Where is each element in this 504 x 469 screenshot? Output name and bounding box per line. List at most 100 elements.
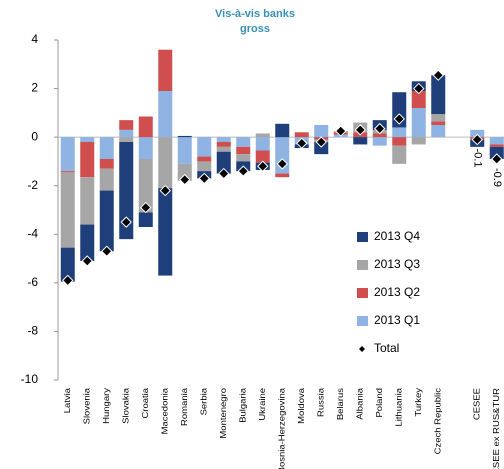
bar-segment xyxy=(60,171,75,173)
x-tick-label: Hungary xyxy=(102,387,111,423)
x-tick-label: Bulgaria xyxy=(238,388,247,423)
bar-segment xyxy=(177,135,192,138)
value-label-group: -0.9 xyxy=(491,168,503,187)
bar-segment xyxy=(99,168,114,191)
y-tick-label: -6 xyxy=(27,275,38,289)
x-label-group: Latvia xyxy=(63,388,72,413)
total-marker xyxy=(237,165,249,177)
bar-segment xyxy=(431,75,446,115)
total-marker xyxy=(179,173,191,186)
x-label-group: Bulgaria xyxy=(238,388,247,423)
legend-label: 2013 Q4 xyxy=(374,229,420,243)
bar-segment xyxy=(275,123,290,138)
bar-segment xyxy=(119,120,134,130)
chart-subtitle: gross xyxy=(240,23,270,35)
bar-segment xyxy=(99,159,114,169)
total-marker xyxy=(198,172,210,185)
bar-segment xyxy=(158,188,173,276)
total-marker xyxy=(471,133,483,146)
total-marker xyxy=(374,122,386,135)
x-label-group: Croatia xyxy=(141,388,150,419)
bar-segment xyxy=(80,224,95,261)
x-label-group: Hungary xyxy=(102,387,111,423)
y-tick-label: 4 xyxy=(31,32,38,46)
bar-segment xyxy=(216,137,231,142)
bar-segment xyxy=(80,177,95,225)
x-label-group: Serbia xyxy=(199,388,208,416)
bar-segment xyxy=(431,125,446,138)
bar-segment xyxy=(216,142,231,147)
bar-segment xyxy=(158,91,173,138)
total-marker xyxy=(159,184,171,197)
bar-segment xyxy=(138,212,153,227)
total-marker xyxy=(354,124,366,136)
total-marker xyxy=(62,274,74,287)
bar-segment xyxy=(99,190,114,252)
x-tick-label: Russia xyxy=(316,388,325,417)
bar-segment xyxy=(236,154,251,162)
x-label-group: Belarus xyxy=(336,387,345,420)
bar-segment xyxy=(236,146,251,155)
total-marker xyxy=(81,255,93,267)
bar-segment xyxy=(119,137,134,142)
x-label-group: Montenegro xyxy=(219,388,228,439)
bar-segment xyxy=(60,172,75,248)
legend-label: 2013 Q2 xyxy=(374,285,420,299)
bar-segment xyxy=(353,137,368,145)
y-tick-label: 0 xyxy=(31,129,38,143)
bar-segment xyxy=(60,247,75,282)
x-tick-label: Belarus xyxy=(336,387,345,420)
legend-label: 2013 Q3 xyxy=(374,257,420,271)
x-label-group: CESEE xyxy=(472,388,481,420)
total-marker xyxy=(257,160,269,172)
bar-segment xyxy=(411,91,426,108)
value-label: -0.1 xyxy=(471,149,483,168)
bar-segment xyxy=(216,146,231,152)
x-tick-label: Lithuania xyxy=(394,388,403,427)
x-tick-label: CESEE ex RUS&TUR xyxy=(492,388,501,469)
bar-segment xyxy=(489,144,504,147)
total-marker xyxy=(276,158,288,170)
bar-segment xyxy=(314,142,329,155)
bar-segment xyxy=(60,137,75,172)
x-tick-label: Romania xyxy=(180,388,189,426)
chart-title: Vis-à-vis banks xyxy=(215,8,295,20)
bar-segment xyxy=(392,145,407,164)
x-label-group: Albania xyxy=(355,388,364,420)
bar-segment xyxy=(431,121,446,125)
bar-segment xyxy=(255,133,270,138)
legend-swatch xyxy=(357,316,368,326)
bar-segment xyxy=(197,156,212,162)
x-label-group: Romania xyxy=(180,388,189,426)
x-label-group: Lithuania xyxy=(394,388,403,427)
bar-segment xyxy=(138,116,153,138)
x-label-group: Slovenia xyxy=(82,388,91,424)
x-label-group: CESEE ex RUS&TUR xyxy=(492,388,501,469)
bar-segment xyxy=(177,163,192,181)
total-marker xyxy=(393,113,405,125)
bar-segment xyxy=(372,133,387,138)
total-marker xyxy=(101,245,113,257)
bar-segment xyxy=(392,137,407,146)
total-marker xyxy=(335,125,347,137)
total-marker xyxy=(491,153,503,165)
x-tick-label: Ukraine xyxy=(258,388,267,421)
x-label-group: Moldova xyxy=(297,388,306,424)
legend-swatch xyxy=(357,260,368,270)
bar-segment xyxy=(158,137,173,189)
total-marker xyxy=(140,201,152,214)
bar-segment xyxy=(158,49,173,91)
total-marker xyxy=(296,137,308,149)
x-tick-label: Serbia xyxy=(199,388,208,416)
x-label-group: Ukraine xyxy=(258,388,267,421)
x-tick-label: Turkey xyxy=(414,387,423,416)
bar-segment xyxy=(80,137,95,142)
y-tick-label: 2 xyxy=(31,81,38,95)
x-tick-label: Slovakia xyxy=(121,388,130,424)
total-marker xyxy=(218,167,230,180)
total-marker xyxy=(432,69,444,81)
y-tick-label: -8 xyxy=(27,324,38,338)
bar-segment xyxy=(138,137,153,159)
y-tick-label: -10 xyxy=(21,372,39,386)
